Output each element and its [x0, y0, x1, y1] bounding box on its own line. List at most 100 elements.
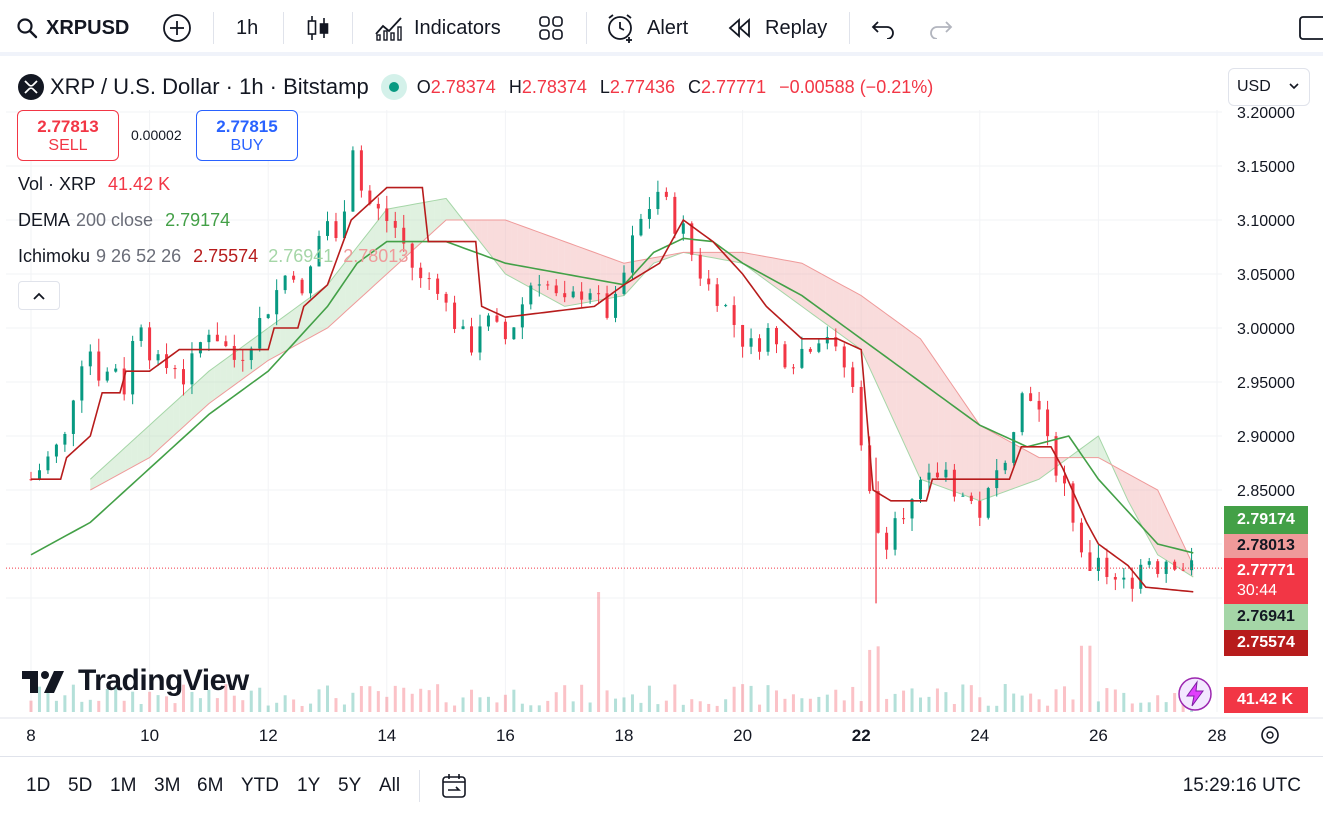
cloud-segment [873, 304, 879, 389]
candle-body [902, 518, 906, 520]
candle-body [1063, 475, 1067, 484]
time-tick-label: 10 [140, 726, 159, 745]
candle-body [258, 318, 262, 349]
alert-button[interactable]: Alert [605, 0, 688, 56]
volume-bar [546, 700, 550, 712]
interval-button[interactable]: 1h [236, 0, 258, 56]
price-chart[interactable]: 2.750002.800002.850002.900002.950003.000… [0, 60, 1323, 756]
volume-bar [630, 694, 634, 712]
cloud-segment [315, 289, 322, 335]
range-3m-button[interactable]: 3M [154, 757, 180, 815]
buy-button[interactable]: 2.77815 BUY [196, 110, 298, 161]
candle-body [622, 272, 626, 294]
cloud-segment [119, 446, 126, 474]
symbol-search-button[interactable]: XRPUSD [16, 0, 129, 56]
range-5y-button[interactable]: 5Y [338, 757, 361, 815]
volume-bar [385, 696, 389, 712]
legend-ichimoku[interactable]: Ichimoku 9 26 52 26 2.75574 2.76941 2.78… [18, 246, 408, 267]
volume-bar [1164, 702, 1168, 712]
candle-body [181, 369, 185, 385]
volume-bar [419, 688, 423, 712]
cloud-segment [867, 299, 874, 376]
last-price-tag: 2.77771 30:44 [1224, 558, 1308, 604]
volume-bar [29, 700, 33, 712]
collapse-legend-button[interactable] [18, 281, 60, 310]
legend-volume[interactable]: Vol · XRP 41.42 K [18, 174, 170, 195]
volume-bar [902, 690, 906, 712]
plus-circle-icon [163, 14, 191, 42]
cloud-segment [202, 371, 209, 409]
range-1d-button[interactable]: 1D [26, 757, 50, 815]
go-to-date-button[interactable] [440, 757, 468, 815]
range-1y-label: 1Y [297, 775, 321, 796]
cloud-segment [416, 202, 423, 247]
redo-button[interactable] [928, 0, 954, 56]
volume-indicator-value: 41.42 K [108, 174, 171, 194]
volume-bar [563, 685, 567, 712]
volume-bar [664, 700, 668, 712]
candle-body [368, 190, 372, 204]
cloud-segment [179, 392, 186, 431]
cloud-segment [956, 390, 963, 495]
utc-clock[interactable]: 15:29:16 UTC [1183, 757, 1301, 815]
cloud-segment [511, 222, 518, 281]
cloud-segment [718, 252, 725, 260]
toolbar-divider [849, 12, 850, 44]
candle-body [1181, 569, 1185, 571]
layouts-button[interactable] [538, 0, 564, 56]
volume-bar [181, 684, 185, 712]
lightning-badge-icon[interactable] [1175, 674, 1215, 714]
range-6m-button[interactable]: 6M [197, 757, 223, 815]
legend-dema[interactable]: DEMA 200 close 2.79174 [18, 210, 230, 231]
indicators-button[interactable]: Indicators [374, 0, 501, 56]
cloud-segment [185, 387, 192, 426]
candle-body [334, 221, 338, 238]
volume-bar [241, 700, 245, 712]
candle-body [427, 278, 431, 280]
range-1y-button[interactable]: 1Y [297, 757, 320, 815]
candle-body [444, 293, 448, 303]
volume-bar [935, 688, 939, 712]
compare-add-button[interactable] [162, 0, 192, 56]
volume-bar [342, 704, 346, 712]
candle-body [436, 278, 440, 294]
candle-body [215, 334, 219, 342]
volume-bar [317, 689, 321, 712]
time-tick-label: 12 [259, 726, 278, 745]
volume-bar [732, 686, 736, 712]
candle-body [470, 326, 474, 353]
cloud-segment [191, 382, 198, 420]
chart-type-button[interactable] [305, 0, 331, 56]
cloud-segment [351, 247, 358, 307]
undo-button[interactable] [870, 0, 896, 56]
settings-gear-icon[interactable] [1261, 726, 1279, 744]
range-ytd-button[interactable]: YTD [241, 757, 279, 815]
time-axis[interactable]: 8 10 12 14 16 18 20 22 24 26 28 [0, 717, 1323, 745]
tradingview-logo[interactable]: TradingView [22, 664, 249, 698]
volume-bar [139, 704, 143, 712]
range-1m-button[interactable]: 1M [110, 757, 136, 815]
fullscreen-button[interactable] [1298, 0, 1323, 56]
cloud-segment [546, 235, 553, 300]
volume-bar [351, 692, 355, 712]
currency-select[interactable]: USD [1228, 68, 1310, 106]
candle-body [1122, 577, 1126, 580]
volume-bar [605, 690, 609, 712]
volume-bar [224, 684, 228, 712]
volume-bar [88, 699, 92, 712]
cloud-segment [878, 308, 885, 402]
volume-bar [122, 700, 126, 712]
time-tick-label: 22 [852, 726, 871, 745]
span-b-price-tag-value: 2.78013 [1237, 537, 1295, 554]
cloud-segment [1169, 515, 1176, 566]
cloud-segment [1015, 444, 1022, 488]
candle-body [571, 291, 575, 298]
range-5d-button[interactable]: 5D [68, 757, 92, 815]
toolbar-divider [586, 12, 587, 44]
range-all-button[interactable]: All [379, 757, 400, 815]
sell-button[interactable]: 2.77813 SELL [17, 110, 119, 161]
candle-body [605, 293, 609, 318]
spread-value: 0.00002 [131, 127, 182, 143]
cloud-segment [1045, 457, 1051, 475]
replay-button[interactable]: Replay [727, 0, 827, 56]
